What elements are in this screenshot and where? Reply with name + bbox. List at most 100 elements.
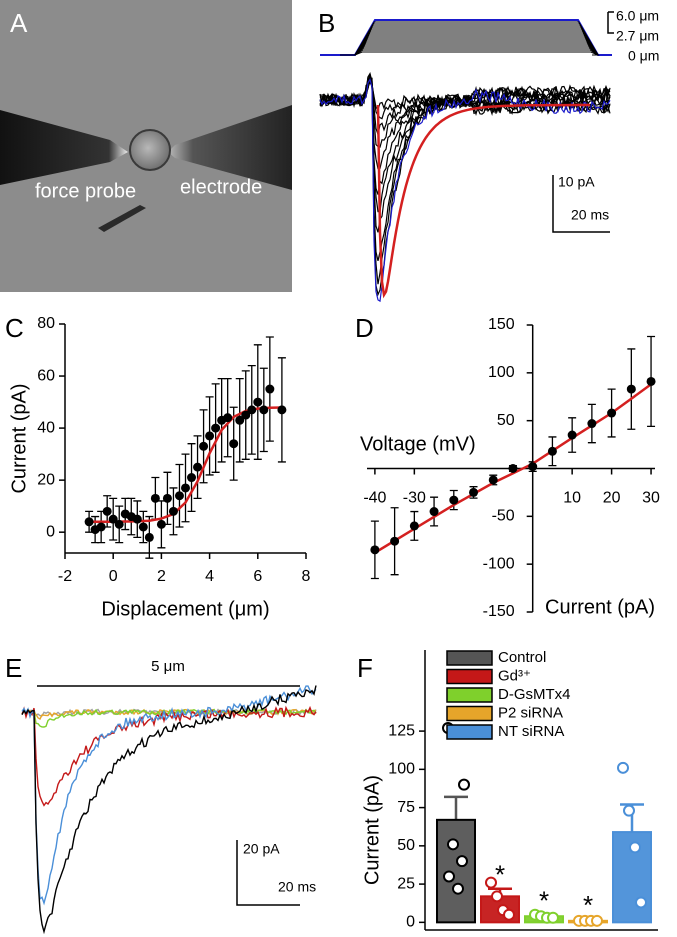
panel-label: B [318, 8, 335, 38]
data-point [629, 841, 641, 854]
data-point [138, 522, 148, 532]
data-point [547, 446, 557, 456]
data-point [253, 397, 263, 407]
y-tick-label: 80 [37, 315, 55, 332]
y-axis-title: Current (pA) [361, 775, 383, 885]
scale-label: 20 pA [243, 841, 280, 857]
x-tick-label: -40 [363, 490, 386, 507]
electrode-pipette [168, 105, 292, 190]
data-point [587, 419, 597, 429]
data-point [150, 493, 160, 503]
y-axis-title: Current (pA) [545, 596, 655, 618]
panel-label: C [5, 313, 24, 343]
data-point [491, 890, 503, 903]
data-point [156, 519, 166, 529]
data-point [144, 532, 154, 542]
data-point [458, 778, 470, 791]
y-tick-label: 100 [388, 761, 415, 778]
data-point [162, 493, 172, 503]
data-point [132, 514, 142, 524]
annotation: force probe [35, 180, 136, 202]
data-point [187, 473, 197, 483]
data-point [211, 423, 221, 433]
data-point [84, 517, 94, 527]
data-point [241, 410, 251, 420]
data-point [456, 855, 468, 868]
y-tick-label: 100 [488, 364, 515, 381]
panel-label: F [357, 653, 373, 683]
x-tick-label: 10 [563, 490, 581, 507]
data-point [102, 506, 112, 516]
current-trace [319, 77, 611, 303]
data-point [96, 522, 106, 532]
data-point [635, 896, 647, 909]
data-point [181, 483, 190, 493]
panel-label: A [10, 8, 28, 38]
y-tick-label: 50 [497, 412, 515, 429]
panel-label: D [355, 313, 374, 343]
y-tick-label: 50 [397, 837, 415, 854]
bar [436, 818, 476, 924]
data-point [199, 441, 209, 451]
x-tick-label: 4 [205, 568, 214, 585]
data-point [528, 462, 538, 472]
data-point [108, 514, 118, 524]
y-tick-label: 0 [46, 523, 55, 540]
data-point [259, 405, 269, 415]
data-point [168, 506, 178, 516]
y-tick-label: 0 [406, 914, 415, 931]
data-point [443, 870, 455, 883]
data-point [607, 408, 617, 418]
stimulus-trace [340, 51, 599, 56]
micrograph: A force probe electrode [0, 0, 292, 292]
legend-swatch [446, 687, 493, 703]
data-point [567, 430, 577, 440]
data-point [174, 491, 184, 501]
legend-label: D-GsMTx4 [498, 686, 571, 703]
data-point [205, 431, 215, 441]
data-point [447, 838, 459, 851]
y-tick-label: -150 [483, 603, 515, 620]
y-tick-label: 150 [488, 316, 515, 333]
data-point [508, 464, 518, 473]
panel-label: E [5, 653, 22, 683]
y-tick-label: 60 [37, 367, 55, 384]
significance-mark: * [539, 886, 549, 916]
y-axis-title: Current (pA) [8, 383, 30, 493]
fit-line [374, 383, 652, 554]
data-point [114, 519, 124, 529]
data-point [469, 487, 479, 497]
data-point [390, 536, 400, 546]
force-probe-pipette [0, 110, 128, 185]
legend-swatch [446, 650, 493, 666]
legend-swatch [446, 668, 493, 685]
x-axis-title: Displacement (μm) [101, 598, 269, 620]
scale-label: 10 pA [558, 174, 595, 190]
x-tick-label: -2 [58, 568, 72, 585]
y-tick-label: -50 [492, 508, 515, 525]
x-tick-label: -30 [403, 490, 426, 507]
data-point [265, 384, 275, 394]
legend-label: P2 siRNA [498, 704, 563, 721]
data-point [223, 413, 233, 423]
data-point [277, 405, 287, 415]
y-tick-label: 75 [397, 799, 415, 816]
current-trace [21, 705, 317, 807]
y-tick-label: 20 [37, 471, 55, 488]
data-point [370, 545, 380, 555]
probe-tip [98, 205, 146, 232]
data-point [617, 761, 629, 774]
data-point [547, 911, 559, 924]
data-point [626, 384, 636, 394]
current-trace [21, 685, 317, 906]
scale-bar [236, 840, 300, 906]
legend-label: Control [498, 649, 546, 666]
error-bar [444, 795, 468, 820]
x-tick-label: 6 [253, 568, 262, 585]
stimulus-label: 6.0 μm [616, 8, 659, 24]
data-point [488, 475, 498, 485]
current-trace [319, 73, 610, 285]
data-point [429, 507, 439, 517]
